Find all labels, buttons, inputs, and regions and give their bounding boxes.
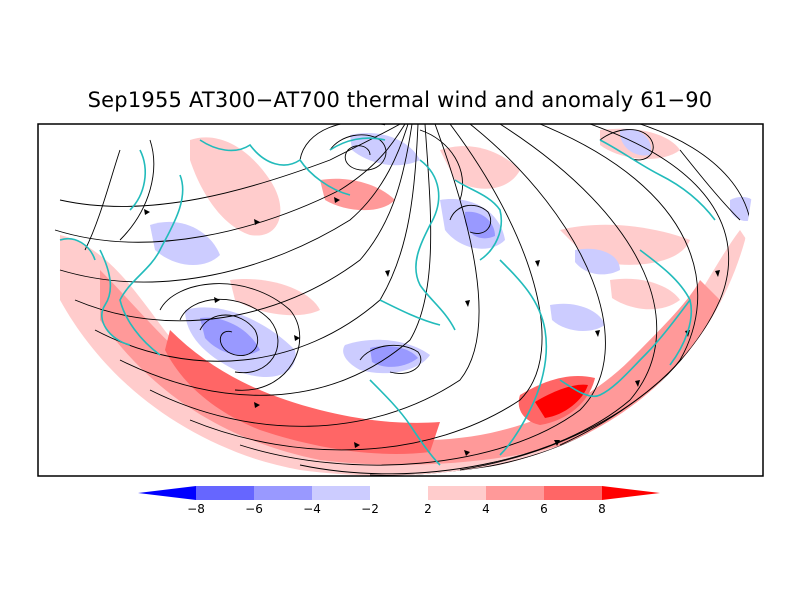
colorbar-swatch: [196, 486, 254, 500]
colorbar-left-arrow: [138, 486, 196, 500]
colorbar-tick-label: 2: [424, 502, 432, 516]
colorbar-swatch: [544, 486, 602, 500]
colorbar-tick-label: 4: [482, 502, 490, 516]
map-frame: [37, 123, 764, 477]
colorbar-tick-label: −4: [303, 502, 321, 516]
anomaly-shading: [60, 128, 760, 476]
map-title: Sep1955 AT300−AT700 thermal wind and ano…: [87, 88, 713, 112]
colorbar-tick-label: 8: [598, 502, 606, 516]
colorbar-swatch: [370, 486, 428, 500]
colorbar-swatch: [428, 486, 486, 500]
coastlines: [59, 137, 716, 466]
colorbar-tick-label: −8: [187, 502, 205, 516]
colorbar-tick-label: −6: [245, 502, 263, 516]
colorbar-swatch: [486, 486, 544, 500]
thermal-wind-streamlines: [54, 124, 761, 476]
colorbar-swatch: [254, 486, 312, 500]
colorbar-right-arrow: [602, 486, 660, 500]
colorbar-tick-label: 6: [540, 502, 548, 516]
colorbar-swatch: [312, 486, 370, 500]
colorbar-tick-label: −2: [361, 502, 379, 516]
